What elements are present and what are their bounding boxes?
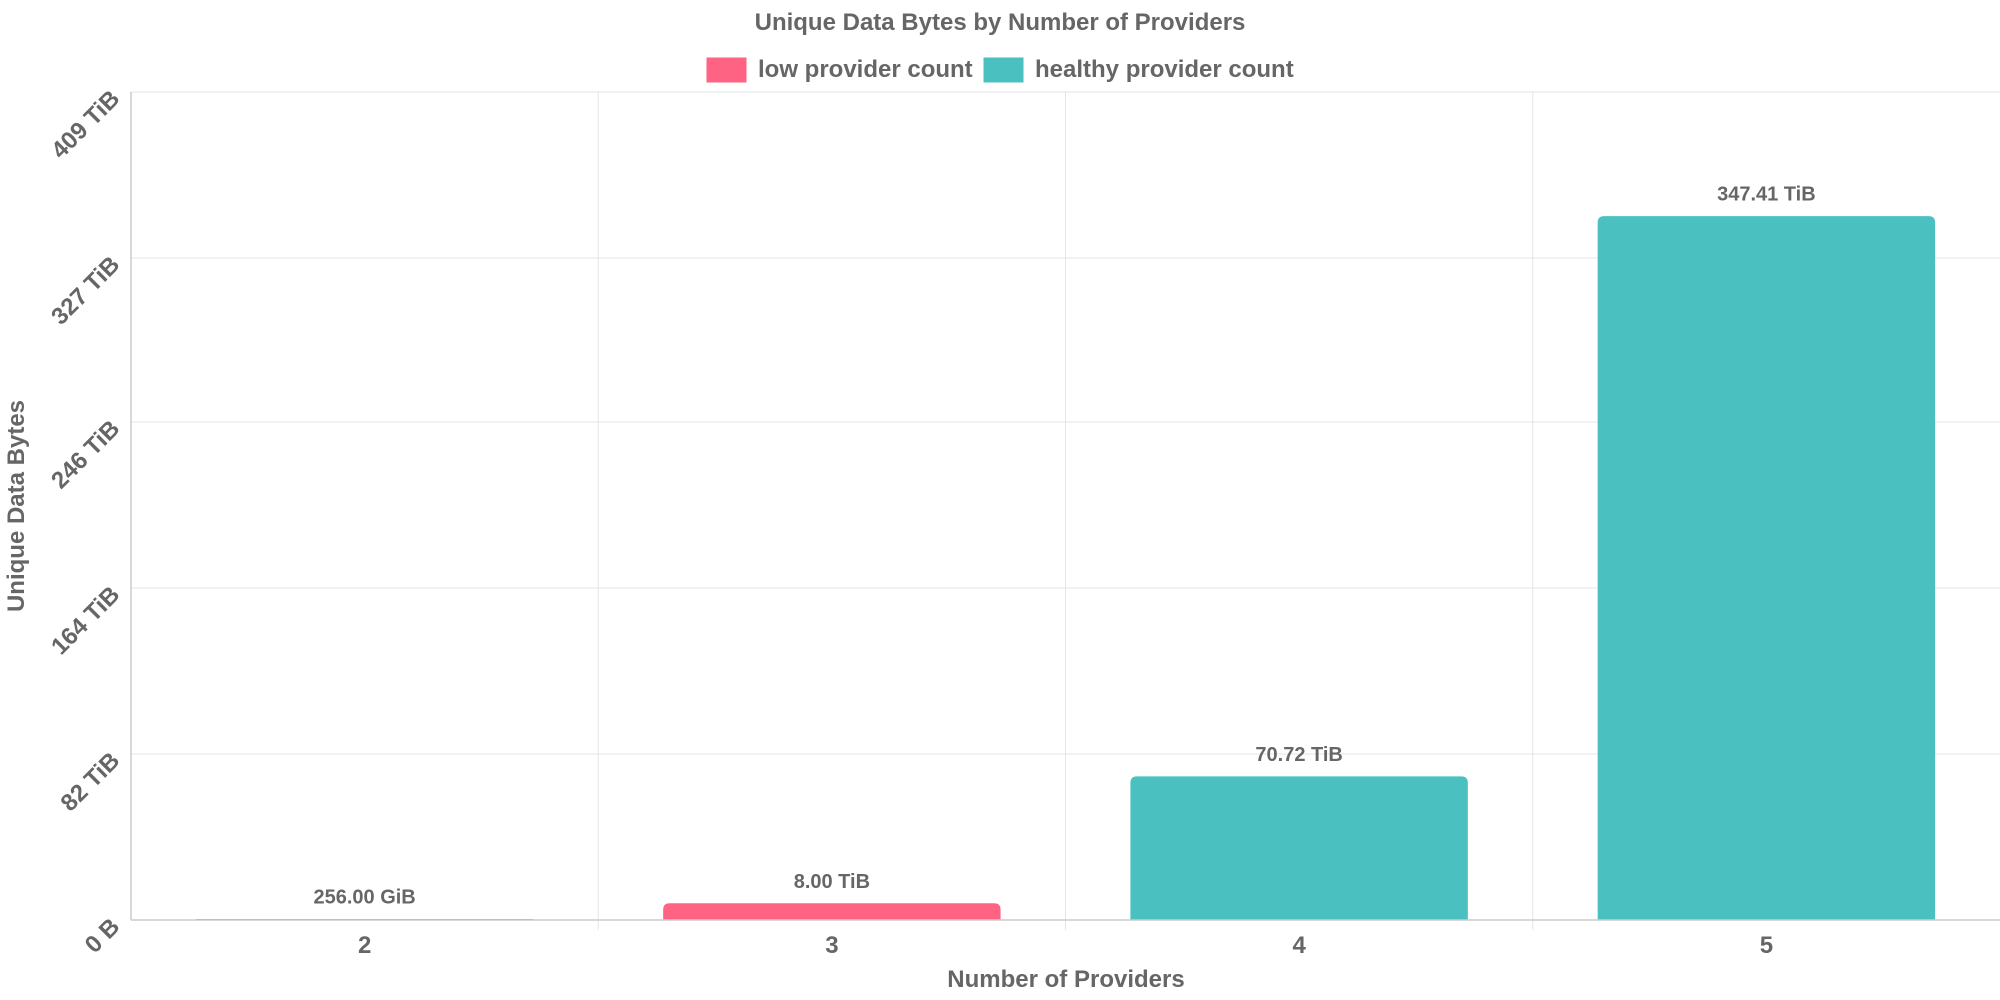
- y-tick-label: 409 TiB: [46, 85, 125, 164]
- bar-data-label: 8.00 TiB: [794, 871, 870, 893]
- y-axis-ticks: 0 B 82 TiB 164 TiB 246 TiB 327 TiB 409 TiB: [46, 85, 125, 959]
- chart-title: Unique Data Bytes by Number of Providers: [755, 9, 1246, 36]
- legend-label-healthy[interactable]: healthy provider count: [1035, 56, 1294, 83]
- bar[interactable]: [663, 903, 1001, 921]
- y-tick-label: 327 TiB: [46, 251, 125, 330]
- x-axis-ticks: 2 3 4 5: [358, 932, 1773, 959]
- bar[interactable]: [1597, 216, 1936, 921]
- y-tick-label: 246 TiB: [46, 415, 125, 494]
- y-tick-label: 164 TiB: [46, 581, 125, 660]
- legend-label-low[interactable]: low provider count: [758, 56, 973, 83]
- x-axis-title: Number of Providers: [947, 966, 1184, 993]
- x-tick-label: 2: [358, 932, 371, 959]
- y-tick-label: 0 B: [80, 913, 126, 959]
- y-axis-title: Unique Data Bytes: [3, 400, 30, 612]
- data-labels: 256.00 GiB 8.00 TiB 70.72 TiB 347.41 TiB: [313, 184, 1815, 909]
- y-tick-label: 82 TiB: [56, 747, 126, 817]
- legend-swatch-healthy[interactable]: [983, 57, 1024, 83]
- bar-data-label: 347.41 TiB: [1717, 184, 1816, 206]
- legend: low provider count healthy provider coun…: [706, 56, 1294, 83]
- bar-data-label: 256.00 GiB: [313, 886, 415, 908]
- x-tick-label: 3: [825, 932, 838, 959]
- bars: [195, 216, 1936, 921]
- legend-swatch-low[interactable]: [706, 57, 747, 83]
- x-tick-label: 5: [1760, 932, 1773, 959]
- x-tick-label: 4: [1292, 932, 1306, 959]
- bar-data-label: 70.72 TiB: [1255, 744, 1342, 766]
- bar[interactable]: [1130, 776, 1468, 921]
